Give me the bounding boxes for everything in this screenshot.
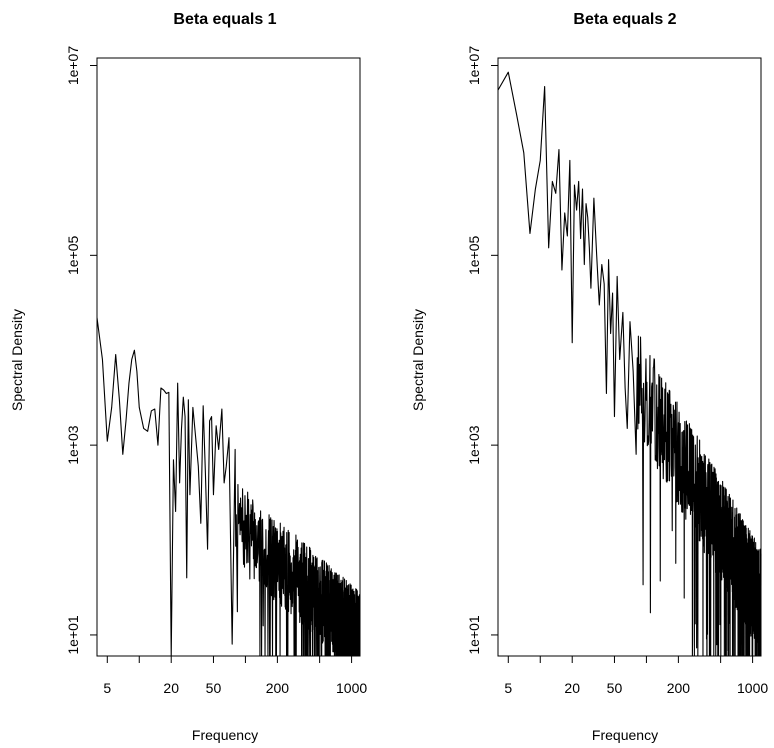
chart-2-x-tick-label: 50 [607, 680, 623, 696]
chart-1-y-axis: 1e+01 1e+03 1e+05 1e+07 [65, 46, 97, 655]
chart-1-y-axis-label: Spectral Density [9, 309, 25, 411]
chart-1-plot-frame [96, 57, 361, 657]
chart-2-x-axis-label: Frequency [592, 727, 658, 743]
chart-1-x-tick-label: 20 [163, 680, 179, 696]
chart-2-series [497, 71, 762, 657]
chart-panel-2: Beta equals 2 Frequency Spectral Density… [410, 11, 768, 743]
chart-2-y-tick-label: 1e+05 [466, 235, 482, 275]
chart-2-x-tick-label: 5 [504, 680, 512, 696]
chart-2-series-line [497, 71, 762, 657]
chart-1-x-tick-label: 50 [206, 680, 222, 696]
chart-1-title: Beta equals 1 [173, 11, 276, 28]
chart-2-title: Beta equals 2 [573, 11, 676, 28]
chart-1-y-tick-label: 1e+01 [65, 615, 81, 655]
chart-2-y-axis-label: Spectral Density [410, 309, 426, 411]
chart-1-x-tick-label: 5 [103, 680, 111, 696]
chart-1-x-axis-label: Frequency [192, 727, 258, 743]
chart-2-x-tick-label: 1000 [737, 680, 768, 696]
chart-2-x-tick-label: 20 [564, 680, 580, 696]
chart-2-y-tick-label: 1e+03 [466, 425, 482, 465]
chart-1-series [96, 317, 361, 657]
chart-1-y-tick-label: 1e+05 [65, 235, 81, 275]
chart-1-x-axis: 5 20 50 200 1000 [103, 656, 367, 696]
chart-2-y-tick-label: 1e+01 [466, 615, 482, 655]
chart-2-x-axis: 5 20 50 200 1000 [504, 656, 768, 696]
chart-2-y-tick-label: 1e+07 [466, 46, 482, 86]
chart-1-x-tick-label: 1000 [336, 680, 367, 696]
chart-1-x-tick-label: 200 [266, 680, 290, 696]
chart-2-x-tick-label: 200 [667, 680, 691, 696]
chart-1-series-line [96, 317, 361, 657]
chart-panel-1: Beta equals 1 Frequency Spectral Density… [9, 11, 367, 743]
chart-2-plot-frame [497, 57, 762, 657]
chart-1-y-tick-label: 1e+03 [65, 425, 81, 465]
chart-1-y-tick-label: 1e+07 [65, 46, 81, 86]
chart-2-y-axis: 1e+01 1e+03 1e+05 1e+07 [466, 46, 498, 655]
